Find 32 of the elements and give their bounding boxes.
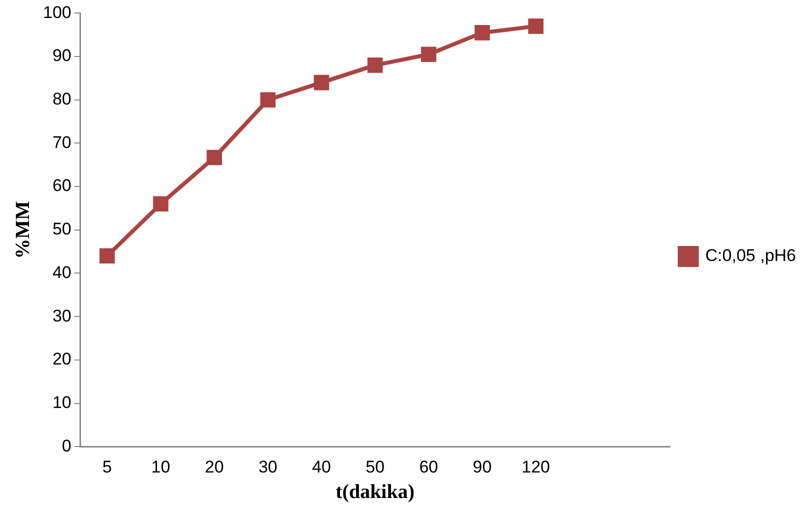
- y-axis-title: %MM: [12, 200, 34, 259]
- point: [260, 92, 276, 108]
- point: [474, 25, 490, 40]
- y-tick-label: 50: [52, 220, 72, 239]
- x-tick-label: 60: [419, 457, 438, 476]
- y-tick-label: 60: [52, 176, 72, 196]
- point: [528, 18, 544, 34]
- point: [314, 74, 330, 90]
- y-tick-label: 70: [52, 132, 72, 152]
- y-tick-label: 0: [62, 436, 72, 456]
- x-tick-label: 40: [312, 457, 331, 476]
- x-tick-label: 90: [472, 457, 492, 476]
- point: [153, 196, 168, 212]
- x-tick-label: 10: [151, 457, 170, 476]
- y-tick-label: 40: [52, 262, 72, 282]
- y-tick-label: 100: [42, 2, 72, 22]
- x-tick-label: 5: [102, 457, 112, 476]
- point: [100, 248, 115, 264]
- y-tick-label: 80: [52, 90, 72, 109]
- x-tick-label: 50: [366, 457, 385, 476]
- legend-label: C:0,05 ,pH6: [705, 246, 796, 266]
- y-tick-label: 30: [52, 306, 72, 326]
- point: [367, 58, 383, 73]
- y-tick-label: 10: [52, 392, 72, 412]
- x-axis-title: t(dakika): [336, 481, 415, 504]
- y-tick-label: 90: [52, 46, 72, 66]
- x-tick-label: 20: [204, 457, 224, 476]
- x-tick-label: 120: [522, 457, 550, 476]
- y-tick-label: 20: [52, 350, 72, 369]
- point: [206, 150, 222, 166]
- x-tick-label: 30: [258, 457, 278, 476]
- point: [421, 46, 436, 62]
